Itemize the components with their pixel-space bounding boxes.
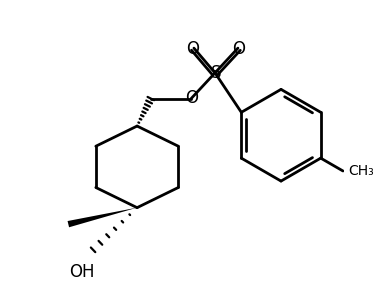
Text: CH₃: CH₃: [349, 164, 374, 178]
Text: O: O: [186, 89, 199, 107]
Text: O: O: [187, 40, 199, 58]
Text: OH: OH: [69, 263, 95, 281]
Text: S: S: [211, 64, 221, 82]
Polygon shape: [68, 208, 137, 227]
Text: O: O: [232, 40, 245, 58]
